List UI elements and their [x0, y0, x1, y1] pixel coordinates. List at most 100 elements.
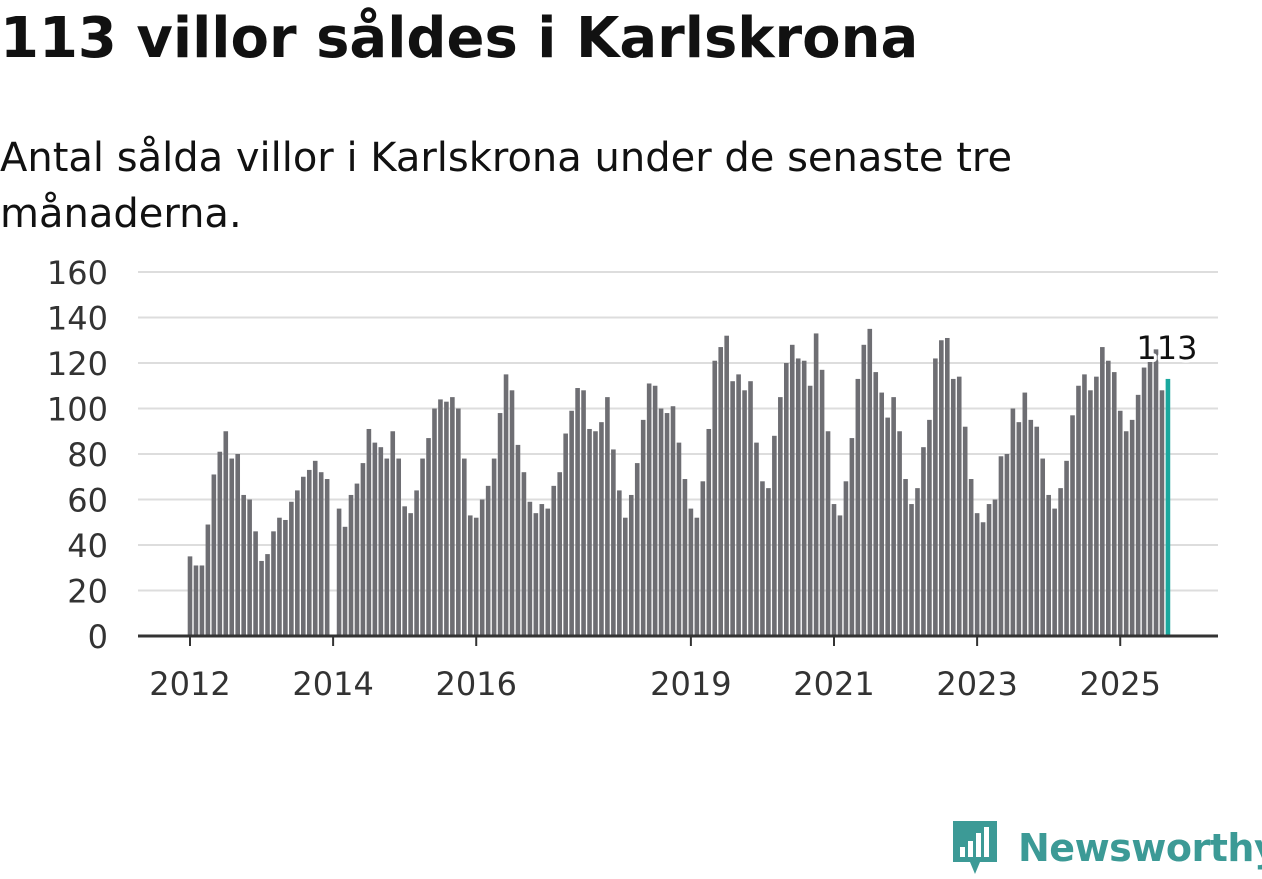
bar — [515, 444, 521, 636]
bar — [819, 369, 825, 636]
bar — [801, 360, 807, 636]
bar — [605, 397, 610, 636]
bar — [247, 499, 252, 636]
newsworthy-logo-icon — [953, 821, 997, 874]
bar — [277, 517, 282, 636]
bar — [909, 504, 914, 636]
x-tick-label: 2014 — [292, 665, 373, 703]
bar — [879, 392, 885, 636]
bar — [1022, 392, 1028, 636]
bar — [1153, 349, 1159, 636]
bar — [461, 458, 467, 636]
bar — [1052, 508, 1057, 636]
bar — [986, 504, 992, 636]
bar — [855, 378, 861, 636]
bar — [992, 499, 998, 636]
bar — [778, 397, 783, 636]
bar — [664, 413, 670, 636]
bar — [593, 431, 598, 636]
bar — [974, 513, 980, 636]
chart-subtitle: Antal sålda villor i Karlskrona under de… — [0, 135, 1013, 237]
bar — [557, 472, 563, 636]
bar — [1100, 347, 1105, 636]
bar — [265, 554, 270, 636]
x-tick-label: 2012 — [149, 665, 230, 703]
brand: Newsworthy — [950, 818, 1262, 878]
bar — [646, 383, 652, 636]
brand-name: Newsworthy — [1018, 826, 1262, 870]
bar — [617, 490, 622, 636]
bar — [271, 531, 276, 636]
bar — [897, 431, 902, 636]
bar — [581, 390, 586, 636]
chart-title: 113 villor såldes i Karlskrona — [0, 6, 919, 71]
bar — [1010, 408, 1016, 636]
bar — [676, 442, 682, 636]
bar — [867, 328, 873, 636]
bar — [754, 442, 759, 636]
bar — [873, 372, 879, 636]
y-tick-label: 0 — [88, 618, 108, 656]
bar — [807, 385, 813, 636]
bar — [1040, 458, 1046, 636]
bar — [414, 490, 419, 636]
bar — [211, 474, 217, 636]
bar — [205, 524, 211, 636]
bar — [384, 458, 390, 636]
bar — [527, 501, 533, 636]
bar — [813, 333, 819, 636]
bar — [342, 526, 348, 636]
bar — [712, 360, 718, 636]
x-tick-label: 2016 — [436, 665, 517, 703]
bar — [670, 406, 676, 636]
bar — [539, 504, 545, 636]
bar — [187, 556, 193, 636]
bar — [921, 447, 926, 636]
bar — [652, 385, 658, 636]
bar — [1046, 494, 1051, 636]
bar — [927, 419, 932, 636]
bar — [1106, 360, 1111, 636]
bar — [563, 433, 568, 636]
bar — [456, 408, 461, 636]
bar — [408, 513, 413, 636]
bar — [628, 494, 634, 636]
bar — [283, 519, 288, 636]
highlight-bar — [1165, 378, 1171, 636]
bar — [348, 494, 354, 636]
bar — [795, 358, 801, 636]
bar — [575, 388, 580, 636]
bar — [295, 490, 300, 636]
bar — [950, 378, 956, 636]
bar — [533, 513, 539, 636]
y-tick-label: 80 — [67, 436, 108, 474]
bar — [1076, 385, 1081, 636]
x-tick-label: 2025 — [1080, 665, 1161, 703]
bar — [199, 565, 205, 636]
bar — [378, 447, 384, 636]
bar — [420, 458, 425, 636]
bar — [324, 479, 330, 636]
bar — [772, 435, 777, 636]
bar — [640, 419, 646, 636]
x-tick-label: 2019 — [650, 665, 731, 703]
bar — [587, 428, 592, 636]
bar — [789, 344, 795, 636]
bar — [1141, 367, 1147, 636]
bar — [760, 481, 765, 636]
bar — [945, 337, 950, 636]
bar — [1129, 419, 1135, 636]
bar — [1058, 488, 1063, 636]
bar — [622, 517, 628, 636]
bar — [736, 374, 741, 636]
bar — [1159, 390, 1165, 636]
bar — [658, 408, 664, 636]
bar — [837, 515, 843, 636]
bar — [730, 381, 735, 636]
x-axis-ticks: 2012 2014 2016 2019 2021 2023 2025 — [149, 636, 1161, 703]
bar — [694, 517, 700, 636]
bar — [497, 413, 503, 636]
bar — [843, 481, 849, 636]
bar — [849, 438, 855, 636]
bar — [1064, 460, 1069, 636]
